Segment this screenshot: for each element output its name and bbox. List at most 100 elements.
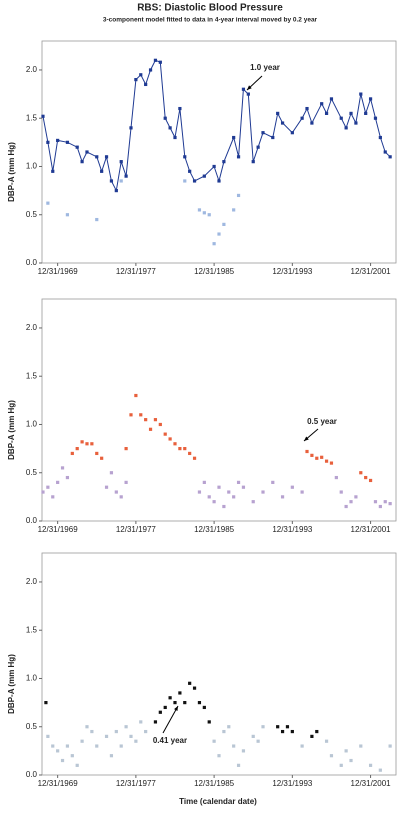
data-point (285, 725, 290, 729)
annotation: 0.41 year (153, 736, 187, 745)
data-point (359, 92, 363, 96)
data-point (46, 485, 50, 489)
data-point (95, 451, 99, 456)
data-point (324, 111, 329, 115)
data-point (300, 116, 304, 120)
data-point (271, 135, 275, 140)
data-point (168, 437, 172, 441)
data-point (378, 135, 382, 140)
y-tick-label: 0.5 (26, 722, 38, 731)
data-point (207, 213, 211, 217)
data-point (207, 720, 211, 724)
y-tick-label: 1.5 (26, 113, 38, 122)
data-point (144, 82, 148, 87)
y-tick-label: 1.5 (26, 625, 38, 634)
data-point (148, 68, 153, 72)
y-tick-label: 2.0 (26, 65, 38, 74)
data-point (329, 97, 334, 101)
data-point (232, 135, 236, 140)
data-point (109, 471, 114, 475)
data-point (212, 242, 216, 246)
data-point (173, 442, 177, 446)
x-tick-label: 12/31/1993 (272, 267, 313, 276)
data-point (144, 729, 148, 734)
data-point (202, 705, 206, 710)
y-axis-title: DBP-A (mm Hg) (7, 400, 16, 460)
data-point (95, 744, 99, 748)
data-point (80, 739, 84, 743)
data-point (183, 701, 187, 705)
annotation-arrow (162, 705, 179, 734)
plot-frame (41, 40, 397, 264)
data-point (217, 754, 221, 758)
data-point (276, 111, 280, 115)
plot-frame (41, 552, 397, 776)
data-point (41, 114, 45, 118)
series-line (42, 59, 391, 193)
data-point (153, 418, 158, 422)
data-point (241, 485, 246, 489)
data-point (300, 744, 304, 748)
data-point (202, 480, 206, 484)
data-point (310, 734, 314, 738)
data-point (51, 744, 55, 748)
data-point (310, 121, 314, 125)
data-point (383, 150, 387, 154)
data-point (212, 164, 216, 169)
data-point (251, 160, 255, 164)
x-axis-title: Time (calendar date) (179, 797, 257, 806)
data-point (153, 58, 158, 62)
data-point (217, 232, 221, 236)
data-point (305, 449, 309, 454)
data-point (56, 749, 60, 753)
data-point (178, 447, 182, 451)
data-point (119, 744, 123, 748)
data-point (364, 475, 368, 480)
data-point (119, 179, 123, 183)
x-tick-label: 12/31/1985 (194, 267, 235, 276)
data-point (60, 466, 65, 470)
data-point (251, 734, 255, 738)
data-point (276, 725, 280, 729)
data-point (217, 179, 221, 183)
data-point (290, 485, 294, 489)
data-point (134, 78, 138, 82)
data-point (339, 763, 343, 767)
data-point (315, 456, 319, 460)
data-point (56, 480, 60, 484)
x-tick-label: 12/31/1969 (38, 779, 79, 788)
data-point (359, 471, 363, 475)
data-point (119, 495, 123, 499)
data-point (129, 126, 133, 130)
data-point (280, 729, 285, 734)
data-point (163, 116, 167, 120)
data-point (334, 475, 338, 480)
data-point (139, 413, 143, 417)
data-point (124, 447, 128, 451)
data-point (114, 729, 118, 734)
data-point (232, 208, 236, 212)
data-point (280, 121, 285, 125)
data-point (310, 453, 314, 457)
data-point (188, 451, 192, 456)
data-point (349, 758, 353, 763)
data-point (173, 135, 177, 140)
data-point (241, 87, 246, 91)
data-point (178, 106, 182, 111)
data-point (315, 729, 319, 734)
x-tick-label: 12/31/1969 (38, 525, 79, 534)
data-point (134, 393, 138, 398)
data-point (388, 155, 392, 159)
data-point (236, 155, 241, 159)
data-point (65, 213, 70, 217)
annotation: 1.0 year (250, 63, 280, 72)
data-point (95, 217, 99, 222)
data-point (51, 169, 55, 173)
data-point (329, 461, 334, 465)
data-point (344, 126, 348, 130)
data-point (217, 485, 221, 489)
data-point (51, 495, 55, 499)
data-point (100, 169, 104, 173)
data-point (65, 744, 70, 748)
